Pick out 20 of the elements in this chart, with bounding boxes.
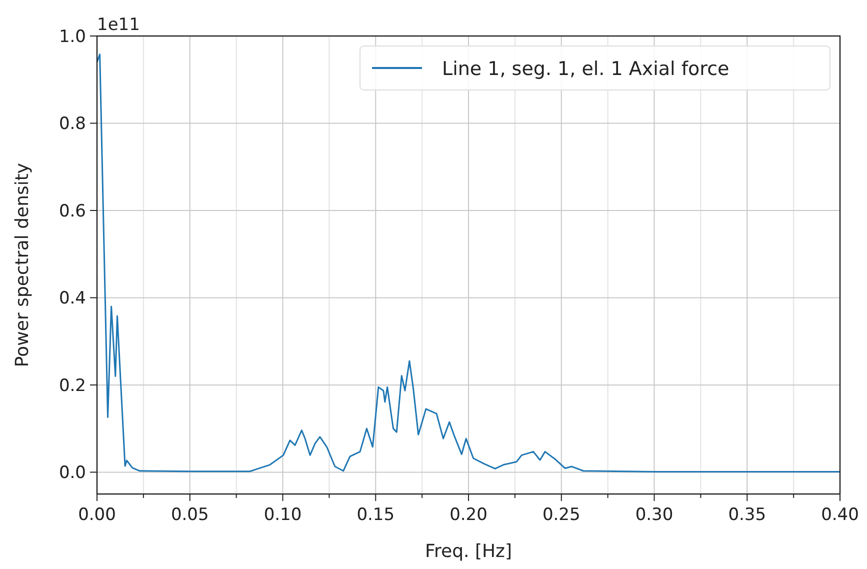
legend-label: Line 1, seg. 1, el. 1 Axial force [442, 58, 730, 80]
x-tick-label: 0.30 [635, 505, 674, 525]
y-tick-label: 0.4 [58, 288, 86, 309]
x-axis-title: Freq. [Hz] [424, 541, 512, 562]
y-tick-label: 0.2 [58, 376, 86, 396]
y-tick-label: 0.0 [58, 463, 86, 484]
y-axis-title: Power spectral density [12, 162, 33, 368]
x-tick-label: 0.00 [78, 505, 116, 525]
text: 1e11 [97, 15, 140, 35]
x-tick-label: 0.10 [264, 505, 302, 525]
x-tick-label: 0.35 [728, 505, 766, 525]
line-series [96, 54, 841, 473]
x-tick-label: 0.05 [170, 505, 209, 525]
x-tick-label: 0.25 [542, 505, 580, 525]
y-tick-label: 1.0 [58, 27, 86, 47]
x-tick-label: 0.15 [356, 505, 395, 525]
x-tick-label: 0.40 [821, 505, 859, 525]
y-tick-label: 0.8 [58, 114, 86, 134]
y-tick-label: 0.6 [58, 201, 86, 222]
x-tick-label: 0.20 [450, 505, 488, 525]
